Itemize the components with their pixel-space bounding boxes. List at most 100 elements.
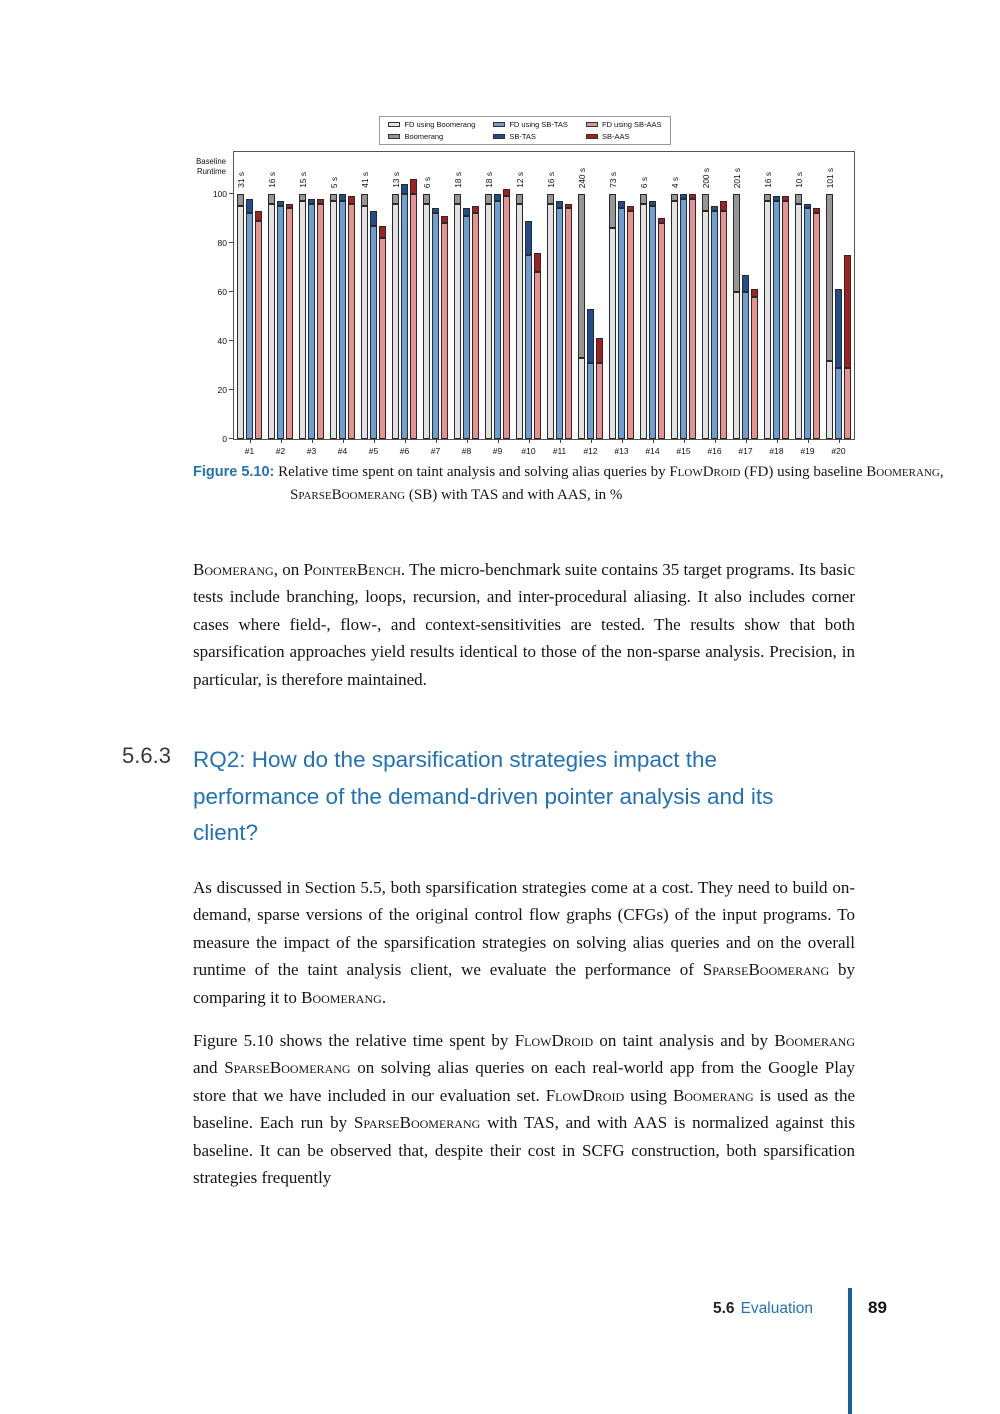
x-tick-mark <box>683 439 685 443</box>
y-tick-mark <box>229 241 233 243</box>
bar <box>618 201 625 439</box>
footer-accent-bar <box>848 1288 852 1414</box>
baseline-runtime-label: 240 s <box>577 167 587 188</box>
x-tick-label: #18 <box>769 446 784 456</box>
bar-segment-alias <box>547 193 554 204</box>
x-tick-mark <box>373 439 375 443</box>
bar <box>454 193 461 439</box>
bar-segment-fd <box>246 213 253 439</box>
x-tick-mark <box>528 439 530 443</box>
bar <box>813 208 820 439</box>
paragraph-figure-discussion: Figure 5.10 shows the relative time spen… <box>193 1027 855 1191</box>
bar <box>596 338 603 439</box>
y-tick-label: 40 <box>217 335 227 346</box>
x-tick-mark <box>311 439 313 443</box>
bar-group: 6 s #7 <box>420 152 451 456</box>
bar-segment-alias <box>649 201 656 206</box>
x-tick-label: #15 <box>676 446 691 456</box>
paragraph-cost: As discussed in Section 5.5, both sparsi… <box>193 874 855 1011</box>
bar <box>463 208 470 439</box>
bar-segment-fd <box>348 203 355 439</box>
bar <box>658 218 665 439</box>
bar-segment-alias <box>764 193 771 202</box>
x-tick-mark <box>590 439 592 443</box>
bar-segment-fd <box>308 203 315 439</box>
bar-segment-fd <box>844 367 851 439</box>
bar-segment-alias <box>299 193 306 202</box>
bar-segment-alias <box>844 255 851 368</box>
bar-segment-alias <box>286 203 293 209</box>
paragraph-pointerbench: Boomerang, on PointerBench. The micro-be… <box>193 556 855 693</box>
x-tick-label: #13 <box>614 446 629 456</box>
bar <box>627 205 634 439</box>
y-tick-mark <box>229 388 233 390</box>
bar-segment-alias <box>534 252 541 273</box>
legend-item: SB-AAS <box>585 132 662 141</box>
bar-segment-alias <box>578 193 585 359</box>
bar-segment-alias <box>640 193 647 204</box>
legend-swatch-icon <box>388 122 401 127</box>
text-segment: Boomerang <box>301 987 382 1007</box>
bar <box>392 193 399 439</box>
y-tick-mark <box>229 192 233 194</box>
bar-segment-alias <box>348 196 355 204</box>
bar-segment-fd <box>463 215 470 439</box>
bar-segment-alias <box>751 289 758 297</box>
y-tick-mark <box>229 290 233 292</box>
text-segment: Boomerang <box>866 464 940 480</box>
y-tick-label: 100 <box>212 188 227 199</box>
bar-segment-alias <box>339 193 346 202</box>
bar <box>702 193 709 439</box>
bar <box>472 205 479 439</box>
legend-label: Boomerang <box>404 132 444 141</box>
bar <box>733 193 740 439</box>
bar-segment-fd <box>649 205 656 439</box>
text-segment: FlowDroid <box>514 1031 594 1050</box>
bar <box>671 193 678 439</box>
bar <box>361 193 368 439</box>
bar-segment-fd <box>516 203 523 439</box>
text-segment: is used as the baseline. Each run by <box>193 1085 856 1133</box>
bar <box>773 196 780 439</box>
baseline-runtime-label: 16 s <box>267 172 277 188</box>
bar-segment-alias <box>503 188 510 197</box>
bar-segment-alias <box>609 193 616 229</box>
bar <box>525 220 532 439</box>
x-tick-label: #5 <box>368 446 379 456</box>
bar-segment-fd <box>392 203 399 439</box>
bar-segment-alias <box>804 203 811 209</box>
bar <box>804 203 811 439</box>
bar-segment-fd <box>671 201 678 439</box>
bar-segment-alias <box>711 205 718 211</box>
bar-segment-fd <box>556 208 563 439</box>
x-tick-label: #19 <box>800 446 815 456</box>
baseline-runtime-label: 18 s <box>484 172 494 188</box>
bar <box>237 193 244 439</box>
bar <box>587 309 594 439</box>
bar-segment-fd <box>485 203 492 439</box>
figure-caption: Figure 5.10: Relative time spent on tain… <box>193 461 956 506</box>
bar-group: 16 s #11 <box>544 152 575 456</box>
bar-group: 240 s #12 <box>575 152 606 456</box>
bar-segment-alias <box>485 193 492 204</box>
bar-segment-alias <box>587 309 594 363</box>
bar-segment-fd <box>454 203 461 439</box>
x-tick-label: #6 <box>399 446 410 456</box>
bar-group: 16 s #2 <box>265 152 296 456</box>
bar <box>268 193 275 439</box>
bar <box>565 203 572 439</box>
legend-item: FD using SB-AAS <box>585 120 662 129</box>
x-tick-label: #20 <box>831 446 846 456</box>
legend-swatch-icon <box>493 134 506 139</box>
bar-segment-fd <box>742 291 749 439</box>
bar-segment-alias <box>441 215 448 224</box>
bar-group: 16 s #18 <box>761 152 792 456</box>
bar-segment-fd <box>361 205 368 439</box>
x-tick-label: #12 <box>583 446 598 456</box>
bar-segment-fd <box>627 210 634 439</box>
baseline-runtime-label: 15 s <box>298 172 308 188</box>
bar-segment-alias <box>237 193 244 206</box>
footer-page-number: 89 <box>868 1298 887 1317</box>
text-segment: (SB) with TAS and with AAS, in % <box>405 486 623 503</box>
baseline-runtime-label: 16 s <box>763 172 773 188</box>
